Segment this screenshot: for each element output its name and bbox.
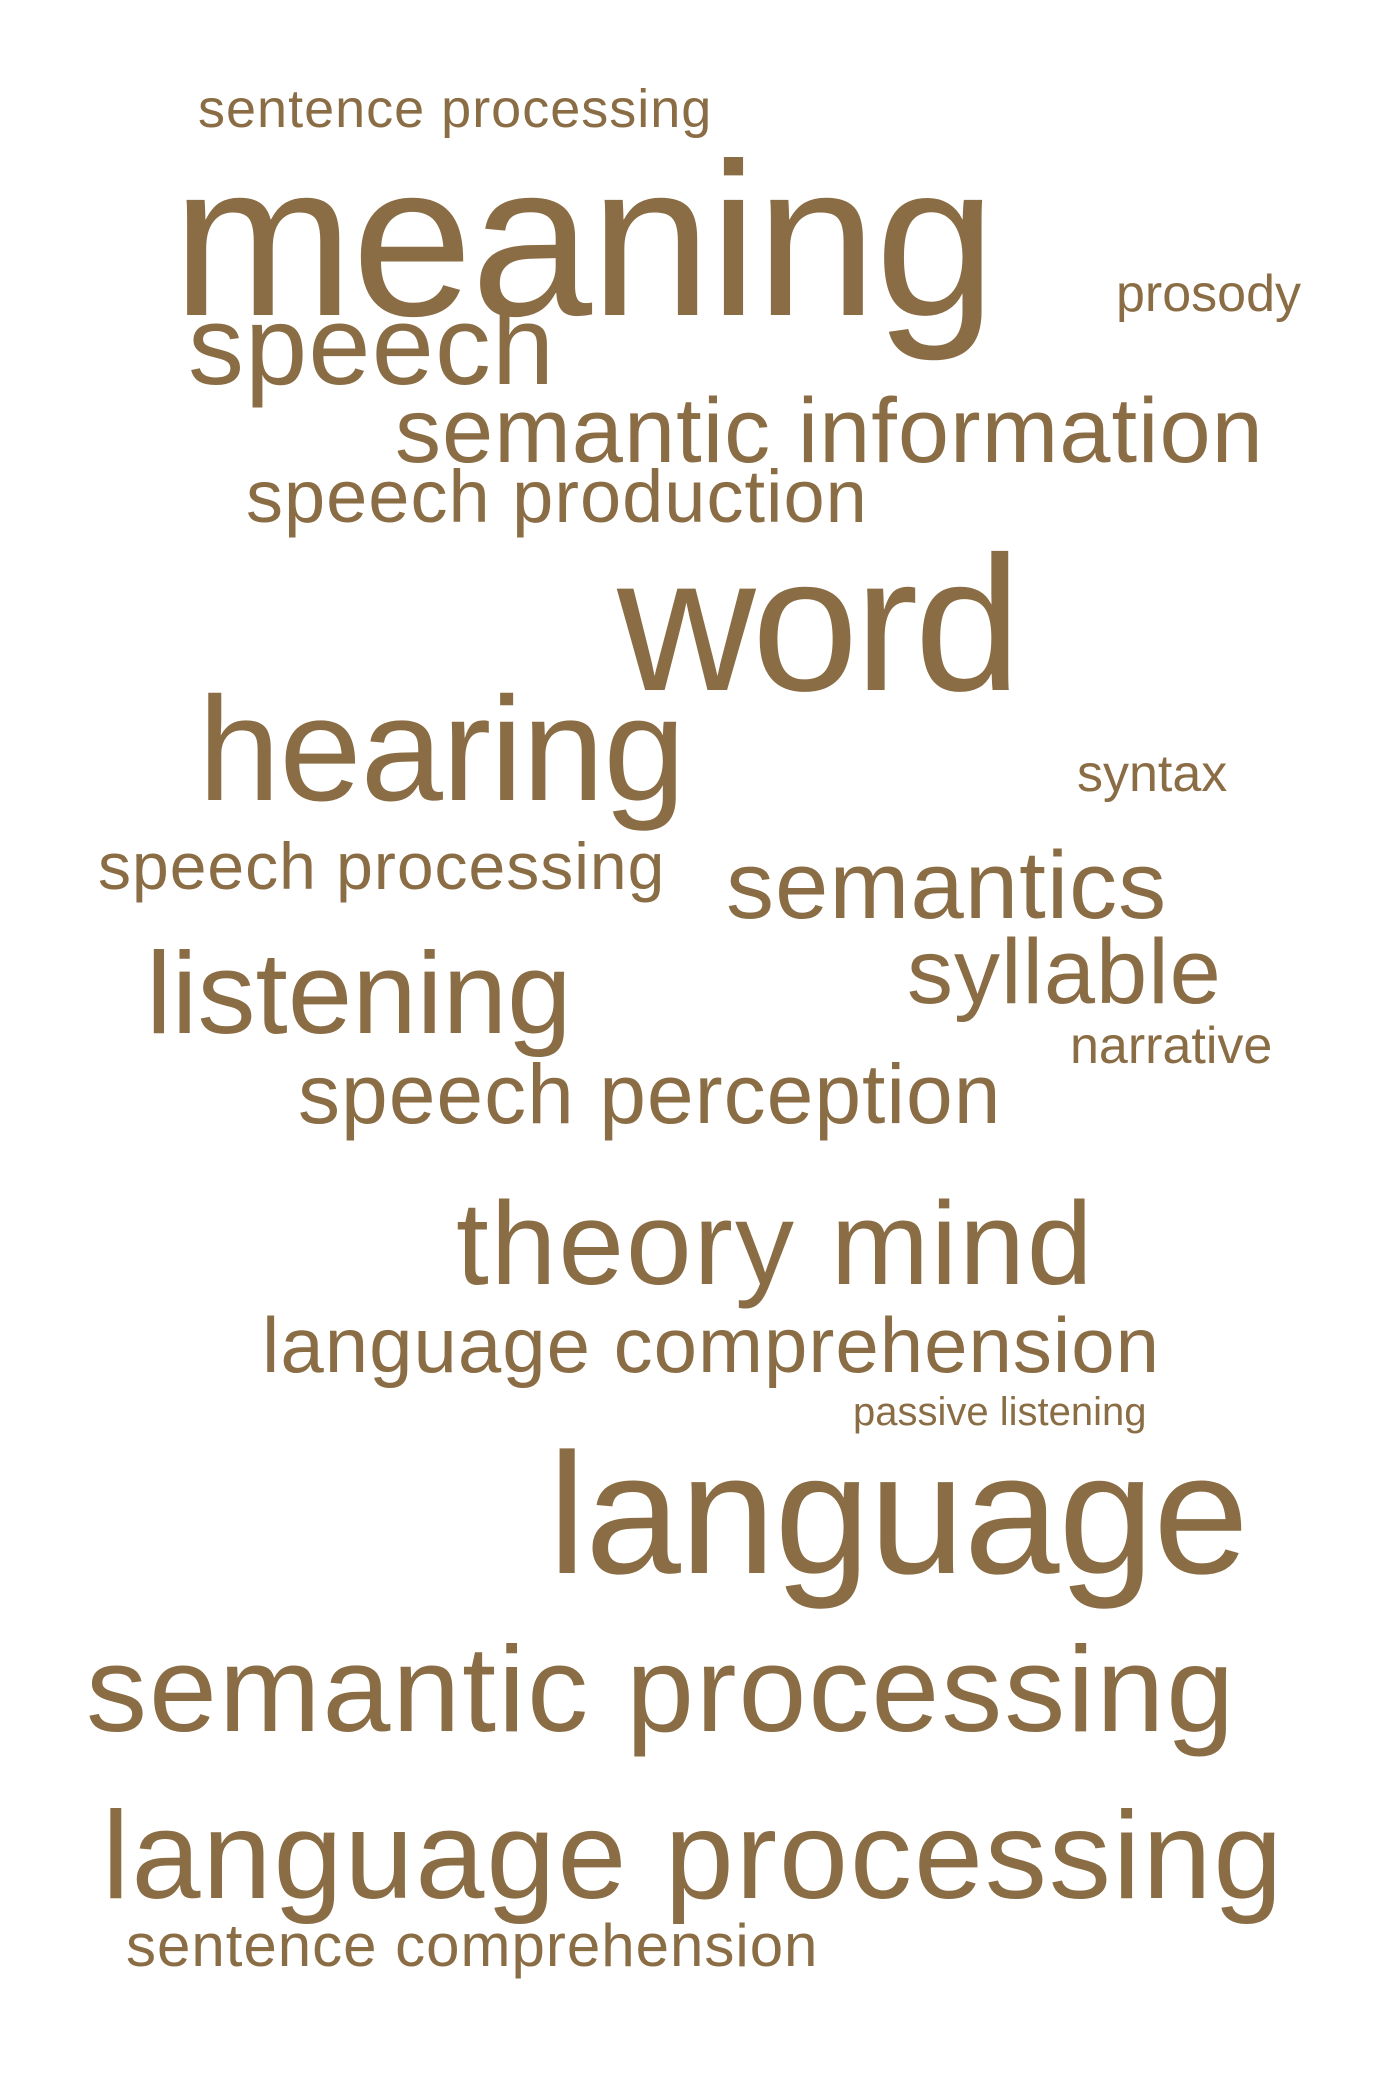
word-passive-listening: passive listening bbox=[853, 1390, 1147, 1434]
word-semantic-information: semantic information bbox=[395, 380, 1264, 482]
word-language-processing: language processing bbox=[102, 1787, 1285, 1925]
word-speech: speech bbox=[188, 283, 556, 408]
word-semantics: semantics bbox=[726, 832, 1168, 939]
word-sentence-comprehension: sentence comprehension bbox=[126, 1912, 819, 1979]
word-speech-perception: speech perception bbox=[298, 1047, 1002, 1141]
word-listening: listening bbox=[146, 928, 572, 1058]
word-narrative: narrative bbox=[1070, 1017, 1273, 1075]
word-language: language bbox=[548, 1418, 1249, 1610]
word-syntax: syntax bbox=[1077, 745, 1228, 803]
word-prosody: prosody bbox=[1116, 265, 1301, 323]
word-language-comprehension: language comprehension bbox=[262, 1301, 1160, 1389]
word-meaning: meaning bbox=[172, 119, 996, 362]
word-speech-production: speech production bbox=[246, 455, 868, 538]
word-syllable: syllable bbox=[907, 921, 1222, 1023]
word-speech-processing: speech processing bbox=[98, 829, 666, 903]
word-theory-mind: theory mind bbox=[456, 1178, 1095, 1310]
word-semantic-processing: semantic processing bbox=[86, 1621, 1237, 1757]
word-sentence-processing: sentence processing bbox=[198, 79, 713, 139]
word-hearing: hearing bbox=[198, 667, 686, 832]
word-word: word bbox=[617, 516, 1021, 731]
